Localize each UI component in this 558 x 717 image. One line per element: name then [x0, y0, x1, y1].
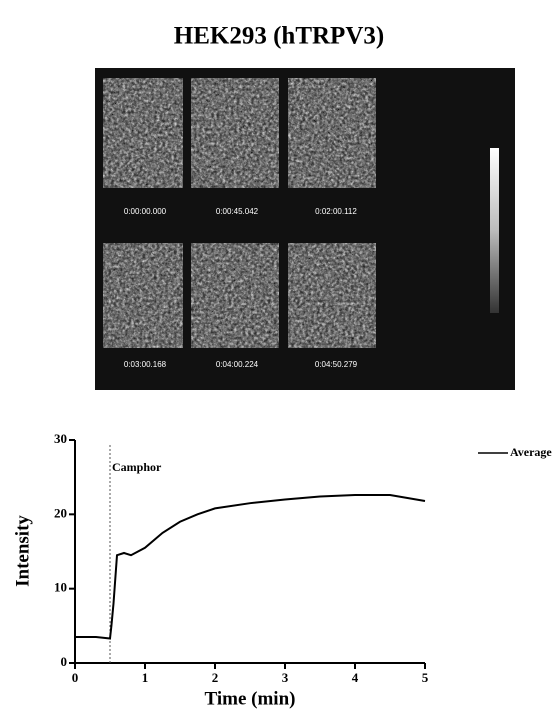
legend-label: Average [510, 445, 552, 459]
annotation-label: Camphor [112, 460, 162, 474]
timestamp: 0:00:45.042 [216, 207, 259, 216]
timestamp: 0:04:50.279 [315, 360, 358, 369]
x-tick-label: 0 [72, 670, 79, 685]
x-tick-label: 3 [282, 670, 289, 685]
y-tick-label: 20 [54, 505, 67, 520]
y-tick-label: 10 [54, 580, 67, 595]
x-tick-label: 5 [422, 670, 429, 685]
timestamp: 0:04:00.224 [216, 360, 259, 369]
x-tick-label: 1 [142, 670, 149, 685]
timestamp: 0:03:00.168 [124, 360, 167, 369]
y-axis-label: Intensity [12, 515, 33, 587]
series-line [75, 495, 425, 638]
figure-title: HEK293 (hTRPV3) [174, 23, 384, 50]
micrograph [288, 78, 376, 188]
figure: HEK293 (hTRPV3) 0:00:00.000 0:00:45.042 … [0, 0, 558, 717]
y-tick-label: 30 [54, 431, 67, 446]
micrograph [191, 78, 279, 188]
y-tick-label: 0 [61, 654, 68, 669]
x-tick-label: 4 [352, 670, 359, 685]
timestamp: 0:02:00.112 [315, 207, 357, 216]
color-bar [490, 148, 499, 313]
x-axis-label: Time (min) [205, 688, 296, 709]
timestamp: 0:00:00.000 [124, 207, 167, 216]
image-panel: 0:00:00.000 0:00:45.042 0:02:00.112 0:03… [95, 68, 515, 390]
micrograph [191, 243, 279, 348]
x-tick-label: 2 [212, 670, 219, 685]
micrograph [103, 243, 183, 348]
micrograph [103, 78, 183, 188]
micrograph [288, 243, 376, 348]
